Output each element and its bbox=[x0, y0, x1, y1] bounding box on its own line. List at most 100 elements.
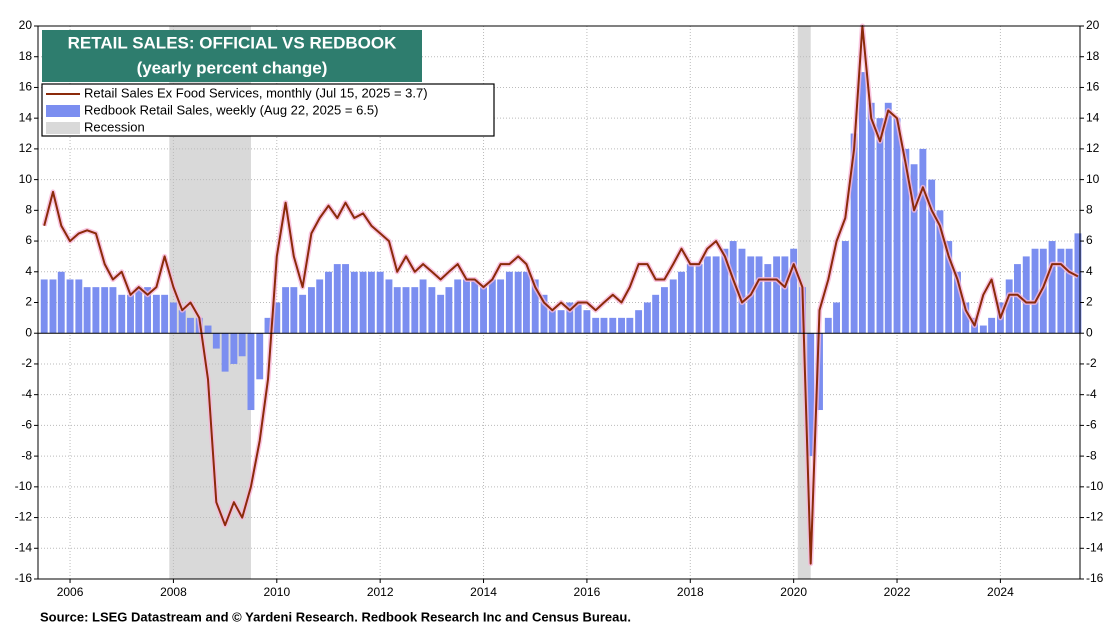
bar bbox=[187, 317, 194, 334]
bar bbox=[135, 287, 143, 334]
bar bbox=[428, 287, 436, 334]
bar bbox=[75, 279, 83, 334]
y-tick-label: -6 bbox=[21, 418, 32, 432]
y2-tick-label: 12 bbox=[1086, 141, 1100, 155]
legend: Retail Sales Ex Food Services, monthly (… bbox=[41, 83, 495, 137]
bar bbox=[282, 287, 290, 334]
bar bbox=[669, 279, 677, 334]
x-tick-label: 2014 bbox=[470, 585, 497, 599]
y-tick-label: 14 bbox=[19, 110, 33, 124]
bar bbox=[393, 287, 401, 334]
bar bbox=[1022, 256, 1030, 334]
x-tick-label: 2006 bbox=[57, 585, 84, 599]
bar bbox=[540, 294, 548, 334]
bar bbox=[833, 302, 841, 334]
bar bbox=[902, 148, 910, 334]
bar bbox=[936, 210, 944, 334]
bar bbox=[152, 294, 160, 334]
bar bbox=[876, 118, 884, 334]
bar bbox=[1074, 233, 1082, 334]
bar bbox=[764, 264, 772, 334]
bar bbox=[884, 102, 892, 334]
bar bbox=[738, 248, 746, 334]
bar bbox=[919, 148, 927, 334]
bar bbox=[350, 271, 358, 334]
y2-tick-label: 2 bbox=[1086, 295, 1093, 309]
bar bbox=[893, 118, 901, 334]
bar bbox=[807, 333, 815, 457]
bar bbox=[695, 264, 703, 334]
bar bbox=[316, 279, 324, 334]
x-tick-label: 2012 bbox=[367, 585, 394, 599]
y-tick-label: -4 bbox=[21, 387, 32, 401]
legend-swatch bbox=[46, 122, 80, 134]
bar bbox=[979, 325, 987, 334]
y2-tick-label: 4 bbox=[1086, 264, 1093, 278]
bar bbox=[109, 287, 117, 334]
bar bbox=[419, 279, 427, 334]
y-tick-label: 6 bbox=[25, 233, 32, 247]
bar bbox=[703, 256, 711, 334]
legend-label: Recession bbox=[84, 119, 145, 134]
y2-tick-label: 6 bbox=[1086, 233, 1093, 247]
legend-box bbox=[41, 83, 495, 137]
bar bbox=[480, 287, 487, 334]
bar bbox=[841, 241, 849, 334]
bar bbox=[1048, 241, 1056, 334]
bar bbox=[755, 256, 763, 334]
bar bbox=[376, 271, 384, 334]
bar bbox=[867, 102, 875, 334]
bar bbox=[101, 287, 109, 334]
x-tick-label: 2022 bbox=[884, 585, 911, 599]
bar bbox=[1065, 248, 1073, 334]
bar bbox=[342, 264, 349, 334]
bar bbox=[557, 310, 565, 334]
bar bbox=[238, 333, 246, 357]
bar bbox=[169, 302, 177, 334]
y2-tick-label: -10 bbox=[1086, 479, 1104, 493]
bar bbox=[273, 302, 281, 334]
y2-tick-label: -2 bbox=[1086, 356, 1097, 370]
bar bbox=[514, 271, 522, 334]
bar bbox=[678, 271, 685, 334]
y-tick-label: -2 bbox=[21, 356, 32, 370]
bar bbox=[635, 310, 643, 334]
bar bbox=[790, 248, 798, 334]
bar bbox=[712, 256, 720, 334]
y-tick-label: 2 bbox=[25, 295, 32, 309]
line bbox=[43, 25, 1079, 565]
bar bbox=[910, 164, 918, 334]
y-tick-label: 18 bbox=[19, 49, 33, 63]
title-box bbox=[42, 30, 422, 82]
bar bbox=[290, 287, 298, 334]
bar bbox=[230, 333, 238, 364]
chart-title: RETAIL SALES: OFFICIAL VS REDBOOK bbox=[68, 33, 397, 52]
bar bbox=[118, 294, 126, 334]
bar bbox=[221, 333, 229, 372]
y-tick-label: 12 bbox=[19, 141, 33, 155]
bar bbox=[161, 294, 169, 334]
y-tick-label: -14 bbox=[15, 540, 33, 554]
bar bbox=[411, 287, 419, 334]
y2-tick-label: 20 bbox=[1086, 18, 1100, 32]
x-tick-label: 2020 bbox=[780, 585, 807, 599]
x-tick-label: 2018 bbox=[677, 585, 704, 599]
bar bbox=[626, 317, 634, 334]
bar bbox=[643, 302, 651, 334]
y-tick-label: -8 bbox=[21, 448, 32, 462]
bar bbox=[256, 333, 264, 380]
bar bbox=[609, 317, 617, 334]
bar bbox=[497, 279, 505, 334]
y-tick-label: -10 bbox=[15, 479, 33, 493]
bar bbox=[962, 302, 970, 334]
y-tick-label: 20 bbox=[19, 18, 33, 32]
bar bbox=[686, 264, 694, 334]
bar bbox=[454, 279, 462, 334]
bar bbox=[729, 241, 737, 334]
x-tick-label: 2008 bbox=[160, 585, 187, 599]
bar bbox=[928, 179, 936, 334]
y2-tick-label: -4 bbox=[1086, 387, 1097, 401]
bar bbox=[721, 248, 729, 334]
y-tick-label: -16 bbox=[15, 571, 33, 585]
